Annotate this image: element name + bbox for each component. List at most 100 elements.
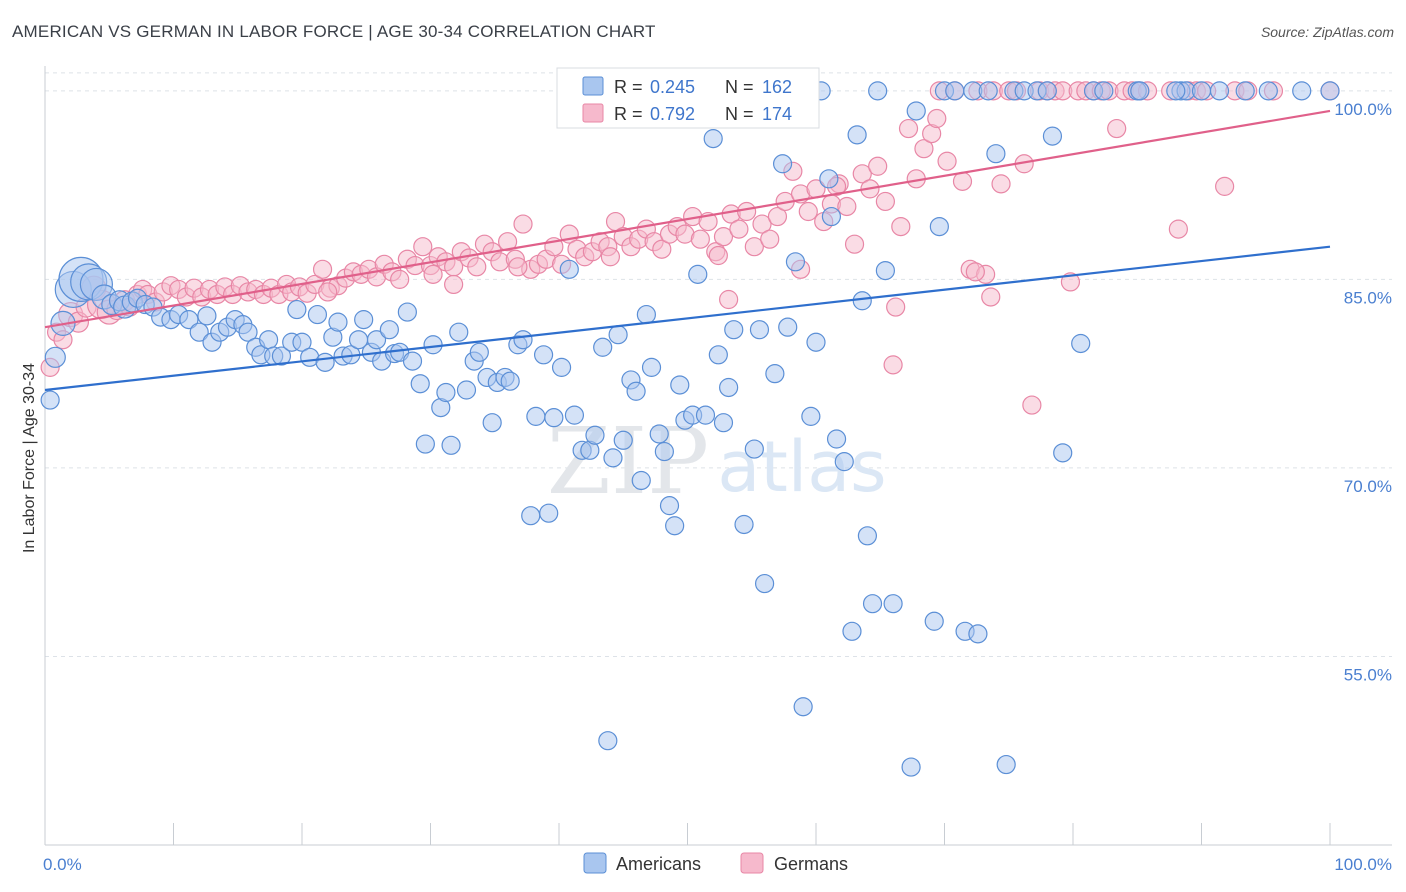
american-point-39 xyxy=(328,312,348,332)
american-point-121 xyxy=(834,452,854,472)
american-point-89 xyxy=(641,357,662,377)
american-point-145 xyxy=(1037,81,1057,101)
german-point-140 xyxy=(1107,118,1127,139)
american-point-73 xyxy=(544,408,564,428)
y-tick-label-0: 55.0% xyxy=(1344,665,1392,684)
american-point-108 xyxy=(749,320,770,340)
american-point-82 xyxy=(603,448,623,468)
american-point-97 xyxy=(688,264,708,284)
american-point-94 xyxy=(670,375,690,395)
american-point-120 xyxy=(826,429,847,449)
german-point-157 xyxy=(600,247,621,267)
american-point-156 xyxy=(1235,81,1255,101)
american-point-84 xyxy=(613,430,633,450)
american-point-140 xyxy=(986,144,1006,164)
american-point-113 xyxy=(785,252,806,272)
american-point-18 xyxy=(179,310,199,330)
american-point-147 xyxy=(1053,443,1073,463)
american-point-115 xyxy=(801,406,821,426)
american-point-161 xyxy=(1166,81,1186,101)
american-point-79 xyxy=(585,425,605,445)
american-point-80 xyxy=(593,337,613,357)
american-point-124 xyxy=(852,291,872,311)
american-point-118 xyxy=(819,169,839,189)
legend-n-label-germans: N = xyxy=(725,104,754,124)
american-point-114 xyxy=(793,697,813,717)
german-point-106 xyxy=(844,234,865,254)
legend-r-value-americans: 0.245 xyxy=(650,77,695,97)
bottom-legend-label-americans: Americans xyxy=(616,854,701,874)
german-point-150 xyxy=(1215,176,1235,196)
american-point-90 xyxy=(649,424,669,444)
american-point-107 xyxy=(744,439,764,459)
legend-n-value-americans: 162 xyxy=(762,77,792,97)
german-point-158 xyxy=(708,245,728,266)
watermark-atlas: atlas xyxy=(717,426,886,508)
german-point-115 xyxy=(914,139,934,159)
series-germans xyxy=(40,81,1340,415)
german-point-129 xyxy=(1022,395,1042,415)
german-point-94 xyxy=(752,214,772,234)
american-point-54 xyxy=(423,335,443,355)
american-point-43 xyxy=(354,310,374,330)
german-point-146 xyxy=(1168,219,1188,239)
chart-title: AMERICAN VS GERMAN IN LABOR FORCE | AGE … xyxy=(12,22,656,41)
grid-lines xyxy=(45,72,1392,657)
american-point-105 xyxy=(734,514,754,535)
american-point-86 xyxy=(626,381,646,401)
american-point-63 xyxy=(482,413,502,433)
german-point-160 xyxy=(886,297,906,317)
legend-n-label-americans: N = xyxy=(725,77,754,97)
american-point-83 xyxy=(608,325,628,345)
legend-r-label-americans: R = xyxy=(614,77,643,97)
american-point-29 xyxy=(258,330,279,350)
american-point-127 xyxy=(868,81,888,101)
y-tick-label-2: 85.0% xyxy=(1344,288,1392,307)
american-point-126 xyxy=(862,594,883,614)
german-point-165 xyxy=(423,264,443,284)
american-point-1 xyxy=(44,346,66,368)
american-point-148 xyxy=(1071,333,1091,354)
american-point-154 xyxy=(1191,81,1212,101)
american-point-119 xyxy=(821,206,842,227)
german-point-50 xyxy=(413,237,433,257)
american-point-26 xyxy=(238,322,258,342)
trend-lines xyxy=(44,109,1331,392)
american-point-91 xyxy=(654,441,674,462)
american-point-36 xyxy=(307,304,328,325)
american-point-92 xyxy=(659,496,680,516)
legend-n-value-germans: 174 xyxy=(762,104,792,124)
bottom-legend-swatch-americans xyxy=(583,852,607,874)
american-point-160 xyxy=(1130,81,1150,101)
american-point-58 xyxy=(449,322,469,342)
source-label: Source: ZipAtlas.com xyxy=(1260,24,1394,40)
american-point-158 xyxy=(1292,81,1312,101)
american-point-74 xyxy=(551,357,572,377)
legend-swatch-americans xyxy=(582,76,604,96)
y-axis-label: In Labor Force | Age 30-34 xyxy=(21,363,38,553)
german-point-91 xyxy=(729,219,749,239)
american-point-133 xyxy=(929,217,949,237)
german-point-163 xyxy=(981,287,1001,307)
american-point-135 xyxy=(945,81,965,101)
german-point-134 xyxy=(1060,272,1081,292)
bottom-legend-label-germans: Germans xyxy=(774,854,848,874)
american-point-56 xyxy=(436,382,456,403)
american-point-128 xyxy=(875,260,895,281)
german-point-95 xyxy=(760,229,780,249)
german-point-166 xyxy=(719,289,739,310)
german-point-57 xyxy=(467,257,487,277)
german-point-111 xyxy=(883,355,903,375)
american-point-20 xyxy=(197,306,217,326)
american-point-155 xyxy=(1209,81,1230,101)
german-point-156 xyxy=(508,257,528,277)
american-point-81 xyxy=(598,731,618,751)
american-point-157 xyxy=(1258,81,1278,101)
legend-swatch-germans xyxy=(582,103,604,123)
american-point-75 xyxy=(559,259,579,279)
german-point-93 xyxy=(744,237,764,257)
american-point-52 xyxy=(410,374,430,394)
german-point-96 xyxy=(767,206,788,227)
american-point-47 xyxy=(379,320,399,340)
